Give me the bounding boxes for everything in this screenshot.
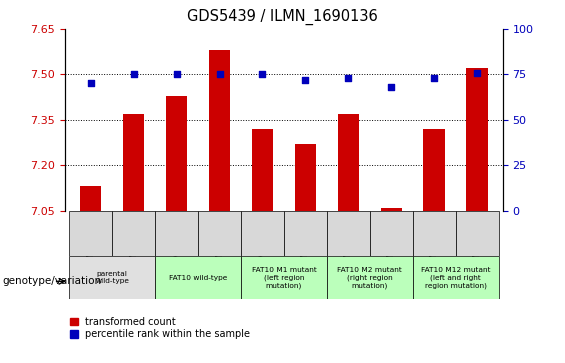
Bar	[412, 211, 455, 256]
Bar	[241, 211, 284, 256]
Bar	[123, 114, 145, 211]
Point	[129, 72, 138, 77]
Bar	[198, 211, 241, 256]
Bar	[252, 129, 273, 211]
Point	[172, 72, 181, 77]
Bar	[294, 144, 316, 211]
Bar	[455, 211, 498, 256]
Bar	[241, 256, 327, 299]
Text: FAT10 M1 mutant
(left region
mutation): FAT10 M1 mutant (left region mutation)	[251, 267, 316, 289]
Point	[301, 77, 310, 83]
Bar	[155, 211, 198, 256]
Bar	[155, 256, 241, 299]
Bar	[209, 50, 231, 211]
Point	[86, 81, 95, 86]
Point	[386, 84, 396, 90]
Bar	[112, 211, 155, 256]
Bar	[466, 68, 488, 211]
Text: GDS5439 / ILMN_1690136: GDS5439 / ILMN_1690136	[187, 9, 378, 25]
Point	[258, 72, 267, 77]
Bar	[166, 95, 188, 211]
Bar	[423, 129, 445, 211]
Text: FAT10 wild-type: FAT10 wild-type	[169, 275, 227, 281]
Bar	[337, 114, 359, 211]
Text: FAT10 M12 mutant
(left and right
region mutation): FAT10 M12 mutant (left and right region …	[421, 267, 490, 289]
Bar	[69, 211, 112, 256]
Bar	[327, 211, 370, 256]
Bar	[69, 256, 155, 299]
Bar	[284, 211, 327, 256]
Point	[344, 75, 353, 81]
Point	[429, 75, 438, 81]
Bar	[380, 208, 402, 211]
Legend: transformed count, percentile rank within the sample: transformed count, percentile rank withi…	[70, 317, 250, 339]
Bar	[80, 186, 102, 211]
Point	[472, 70, 481, 76]
Point	[215, 72, 224, 77]
Bar	[327, 256, 412, 299]
Text: FAT10 M2 mutant
(right region
mutation): FAT10 M2 mutant (right region mutation)	[337, 267, 402, 289]
Bar	[370, 211, 412, 256]
Text: parental
wild-type: parental wild-type	[95, 271, 129, 285]
Bar	[412, 256, 498, 299]
Text: genotype/variation: genotype/variation	[3, 276, 102, 286]
